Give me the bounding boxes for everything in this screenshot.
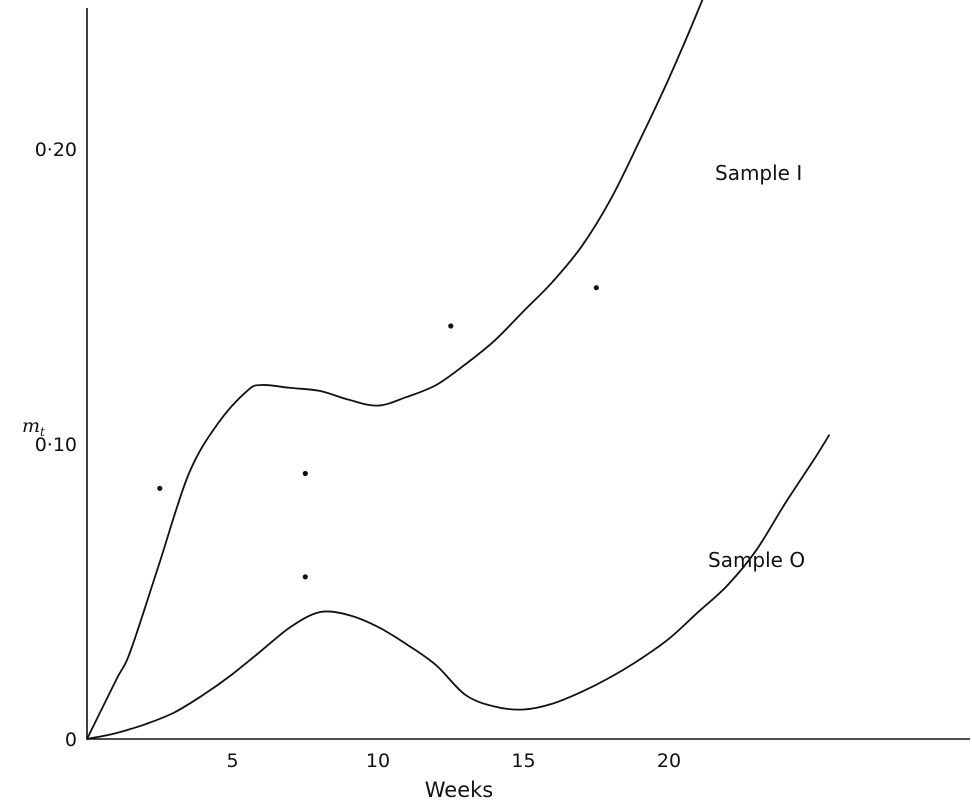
y-axis-title: mt — [22, 415, 45, 439]
series-label-sample-o: Sample O — [708, 548, 805, 572]
y-tick-label: 0 — [65, 729, 77, 751]
x-tick-label: 10 — [366, 750, 390, 772]
x-tick-label: 15 — [511, 750, 535, 772]
series-line-sample-i — [86, 0, 704, 740]
series-label-sample-i: Sample I — [715, 161, 802, 185]
x-axis-title: Weeks — [425, 778, 493, 802]
data-points — [157, 285, 599, 580]
data-point-sample-i — [302, 470, 308, 477]
series-line-sample-o — [86, 434, 830, 740]
y-tick-label: 0·10 — [35, 434, 77, 456]
x-tick-labels: 5 10 15 20 — [226, 750, 681, 772]
data-point-sample-i — [593, 285, 599, 291]
y-tick-labels: 00·100·200·300·40 — [35, 139, 77, 751]
x-tick-label: 20 — [657, 750, 681, 772]
data-point-sample-o — [302, 574, 308, 580]
y-tick-label: 0·20 — [35, 139, 77, 161]
y-axis-title-main: m — [22, 415, 40, 437]
y-axis-title-subscript: t — [40, 425, 45, 439]
data-point-sample-i — [448, 323, 454, 329]
series-curves — [86, 0, 830, 740]
x-tick-label: 5 — [226, 750, 238, 772]
data-point-sample-i — [157, 485, 163, 491]
